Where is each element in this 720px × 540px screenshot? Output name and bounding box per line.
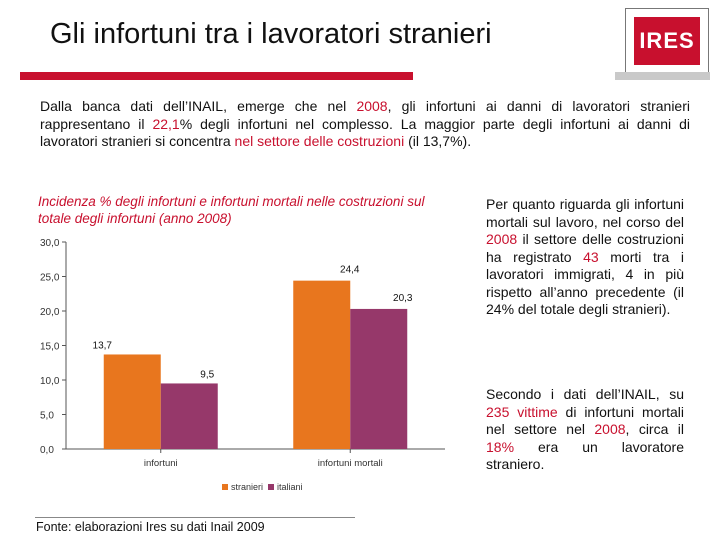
legend-label-stranieri: stranieri	[231, 482, 263, 492]
right-percentage: 18%	[486, 438, 515, 455]
bar-italiani-1	[160, 383, 218, 449]
intro-text-3: % degli infortuni nel complesso. La magg…	[40, 115, 690, 150]
intro-year: 2008	[356, 98, 388, 114]
page-title: Gli infortuni tra i lavoratori stranieri	[50, 18, 492, 50]
y-tick-label: 15,0	[40, 342, 60, 353]
y-tick-label: 0,0	[40, 445, 54, 456]
intro-text-4: (il 13,7%).	[404, 133, 472, 149]
bar-stranieri-1	[103, 354, 161, 449]
source-note: Fonte: elaborazioni Ires su dati Inail 2…	[36, 520, 265, 534]
intro-text-1: Dalla banca dati dell’INAIL, emerge che …	[40, 98, 357, 114]
right-text-2b: di infortuni mortali nel settore nel	[486, 403, 684, 438]
bar-stranieri-2	[293, 280, 351, 449]
source-divider	[35, 517, 355, 518]
legend-swatch-italiani	[268, 484, 274, 490]
logo-text: IRES	[639, 28, 695, 53]
right-deaths-count: 43	[583, 248, 599, 265]
y-tick-label: 20,0	[40, 307, 60, 318]
right-text-1b: il settore delle costruzioni ha registra…	[486, 231, 684, 265]
legend-label-italiani: italiani	[277, 482, 303, 492]
logo-shadow-bar	[615, 72, 710, 80]
intro-sector: nel settore delle costruzioni	[234, 133, 405, 149]
right-text-2c: , circa il	[625, 421, 684, 437]
right-text-2d: era un lavoratore straniero.	[486, 438, 684, 473]
title-underline	[20, 72, 413, 80]
logo-badge: IRES	[634, 17, 700, 65]
y-tick-label: 5,0	[40, 411, 54, 422]
ires-logo: IRES	[625, 8, 709, 74]
intro-paragraph: Dalla banca dati dell’INAIL, emerge che …	[40, 98, 690, 151]
chart-title: Incidenza % degli infortuni e infortuni …	[38, 194, 425, 226]
bar-chart: 0,0 5,0 10,0 15,0 20,0 25,0 30,0 13,7 9,5 infortu…	[40, 238, 445, 492]
intro-text-2: , gli infortuni ai danni di lavoratori s…	[40, 98, 690, 132]
legend-swatch-stranieri	[222, 484, 228, 490]
right-text-2a: Secondo i dati dell’INAIL, su	[486, 386, 684, 402]
data-label: 9,5	[200, 369, 214, 380]
y-tick-label: 25,0	[40, 273, 60, 284]
right-year-2: 2008	[594, 421, 626, 437]
right-victims-count: 235 vittime	[486, 403, 558, 420]
data-label: 13,7	[93, 340, 113, 351]
mortal-accidents-paragraph: Per quanto riguarda gli infortuni mortal…	[486, 196, 684, 319]
intro-percentage: 22,1	[152, 115, 180, 132]
y-tick-label: 30,0	[40, 238, 60, 249]
data-label: 20,3	[393, 293, 413, 304]
y-tick-label: 10,0	[40, 376, 60, 387]
right-year-1: 2008	[486, 231, 518, 247]
victims-paragraph: Secondo i dati dell’INAIL, su 235 vittim…	[486, 386, 684, 474]
right-text-1c: morti tra i lavoratori immigrati, 4 in p…	[486, 248, 684, 318]
category-label: infortuni	[144, 458, 178, 469]
bar-italiani-2	[350, 308, 408, 449]
data-label: 24,4	[340, 265, 360, 276]
right-text-1a: Per quanto riguarda gli infortuni mortal…	[486, 196, 684, 230]
category-label: infortuni mortali	[318, 458, 383, 469]
